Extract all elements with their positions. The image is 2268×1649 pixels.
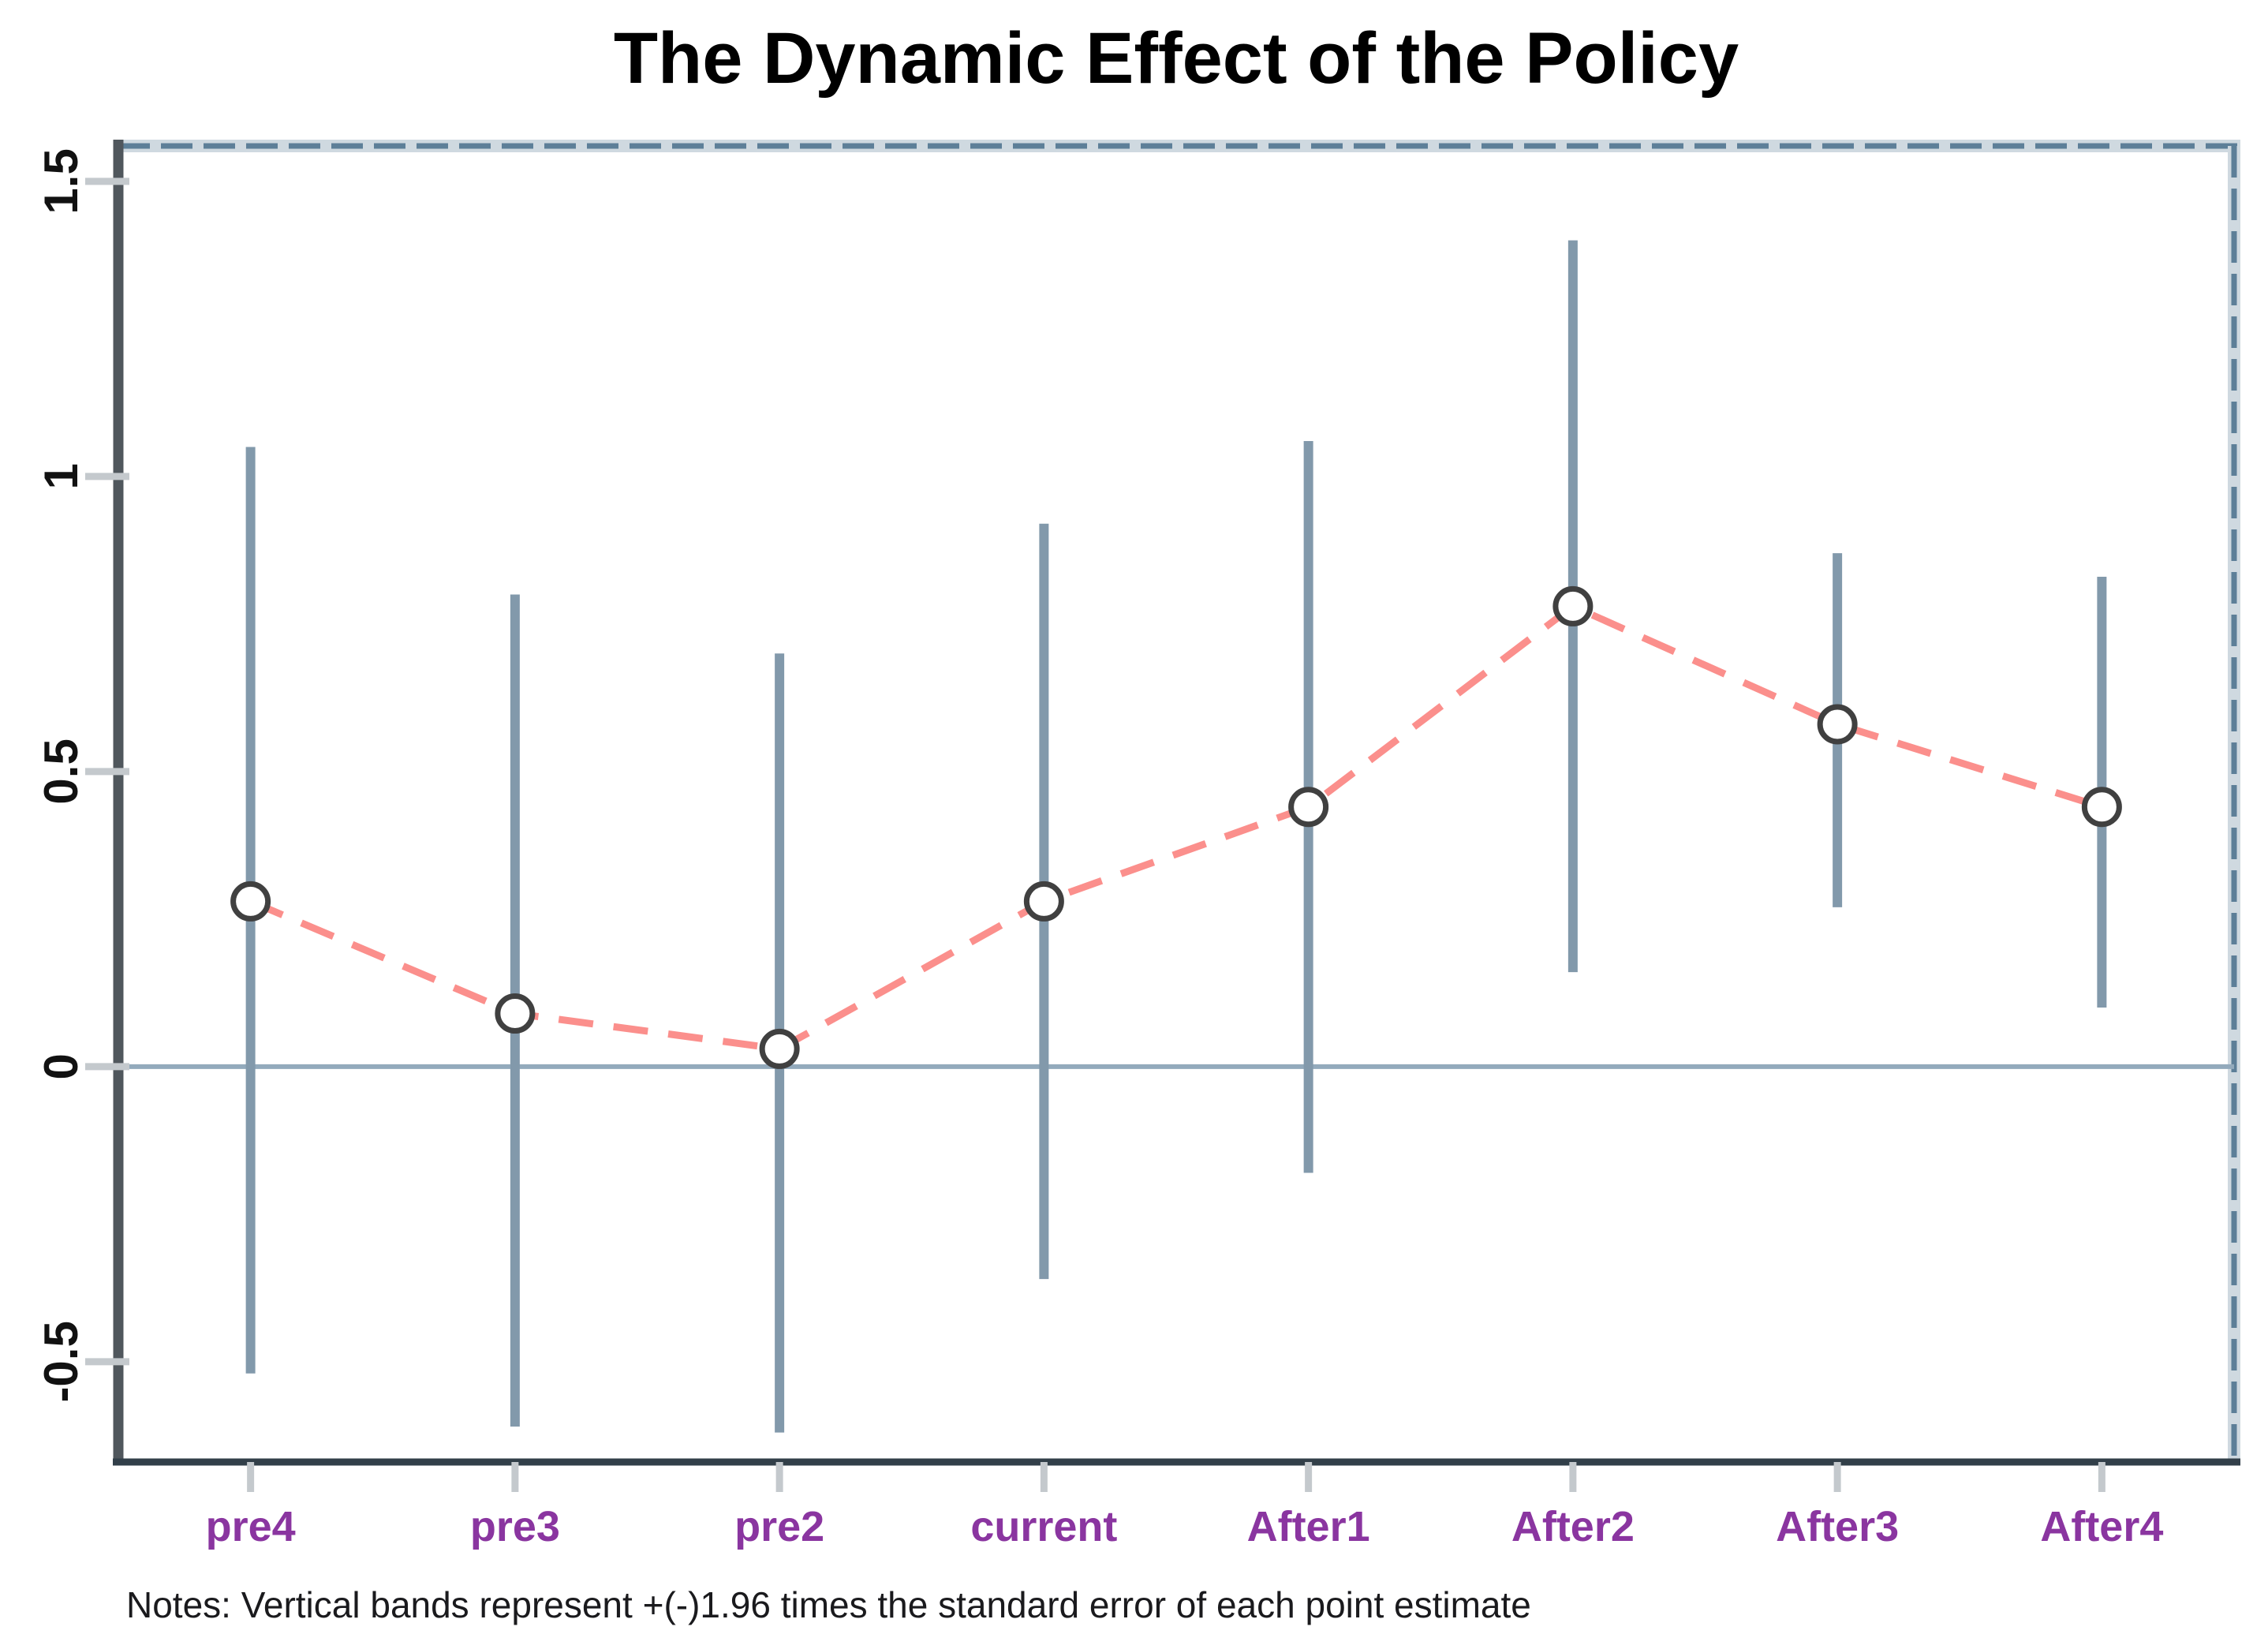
y-tick-label: 1	[35, 463, 88, 489]
y-tick-label: -0.5	[35, 1321, 88, 1402]
chart-title: The Dynamic Effect of the Policy	[614, 18, 1739, 99]
x-tick-label-pre4: pre4	[206, 1503, 296, 1550]
x-tick-label-After4: After4	[2040, 1503, 2163, 1550]
marker-pre3	[495, 993, 536, 1034]
marker-After4	[2081, 787, 2122, 828]
x-tick-label-pre3: pre3	[470, 1503, 560, 1550]
chart-notes: Notes: Vertical bands represent +(-)1.96…	[126, 1584, 1531, 1625]
y-tick-label: 0.5	[35, 738, 88, 804]
marker-current	[1023, 881, 1064, 922]
marker-After2	[1552, 585, 1594, 626]
x-tick-label-current: current	[970, 1503, 1117, 1550]
marker-pre2	[759, 1028, 800, 1069]
marker-pre4	[230, 881, 271, 922]
x-tick-label-After2: After2	[1511, 1503, 1635, 1550]
marker-After3	[1817, 704, 1858, 745]
x-tick-label-pre2: pre2	[734, 1503, 824, 1550]
estimate-line	[248, 602, 2103, 1053]
x-tick-label-After1: After1	[1247, 1503, 1370, 1550]
y-tick-label: 1.5	[35, 148, 88, 214]
x-tick-label-After3: After3	[1776, 1503, 1899, 1550]
y-tick-label: 0	[35, 1053, 88, 1079]
marker-After1	[1288, 787, 1329, 828]
